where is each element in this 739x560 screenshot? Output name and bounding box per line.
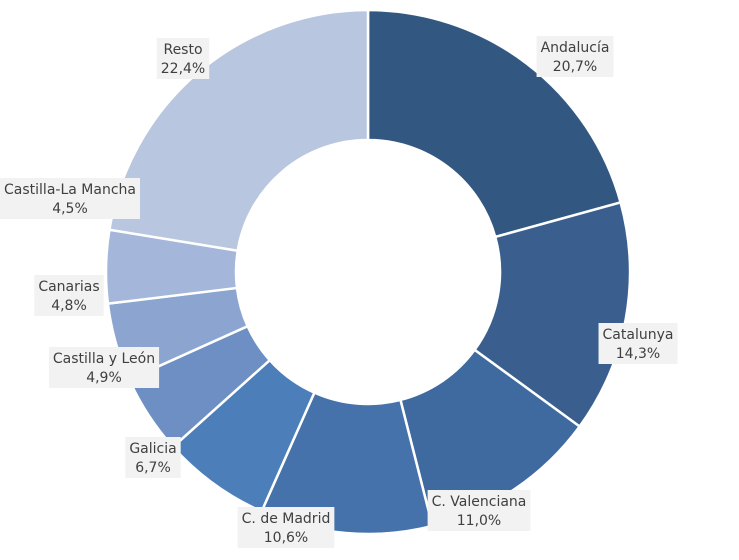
data-label-andalucia: Andalucía 20,7% — [536, 36, 614, 77]
slice-group — [104, 8, 632, 536]
slice-value-label: 11,0% — [457, 513, 501, 529]
slice-label: Andalucía — [541, 40, 610, 56]
data-label-box — [48, 347, 160, 388]
slice-label: C. Valenciana — [432, 494, 527, 510]
label-group: Andalucía 20,7% Catalunya 14,3% C. Valencian… — [0, 36, 678, 548]
slice-value-label: 22,4% — [161, 61, 205, 77]
data-label-castilla-la-mancha: Castilla-La Mancha 4,5% — [0, 178, 140, 219]
slice-value-label: 4,8% — [51, 298, 87, 314]
data-label-catalunya: Catalunya 14,3% — [598, 323, 678, 364]
data-label-c-valenciana: C. Valenciana 11,0% — [427, 490, 531, 531]
slice-catalunya — [472, 200, 632, 429]
data-label-box — [237, 507, 335, 548]
slice-value-label: 14,3% — [616, 346, 660, 362]
slice-label: Resto — [163, 42, 202, 58]
slice-value-label: 4,5% — [52, 201, 88, 217]
slice-value-label: 4,9% — [86, 370, 122, 386]
slice-label: Galicia — [129, 441, 176, 457]
data-label-canarias: Canarias 4,8% — [34, 275, 104, 316]
slice-value-label: 10,6% — [264, 530, 308, 546]
data-label-box — [0, 178, 140, 219]
slice-resto — [107, 8, 370, 253]
data-label-castilla-y-leon: Castilla y León 4,9% — [48, 347, 160, 388]
data-label-c-de-madrid: C. de Madrid 10,6% — [237, 507, 335, 548]
data-label-box — [34, 275, 104, 316]
slice-label: Castilla y León — [53, 351, 155, 367]
slice-label: Castilla-La Mancha — [4, 182, 136, 198]
slice-label: Catalunya — [603, 327, 674, 343]
data-label-box — [125, 437, 181, 478]
slice-value-label: 20,7% — [553, 59, 597, 75]
data-label-box — [156, 38, 210, 79]
data-label-galicia: Galicia 6,7% — [125, 437, 181, 478]
slice-label: C. de Madrid — [242, 511, 331, 527]
data-label-box — [598, 323, 678, 364]
data-label-box — [536, 36, 614, 77]
slice-value-label: 6,7% — [135, 460, 171, 476]
slice-andalucia — [366, 8, 623, 239]
data-label-box — [427, 490, 531, 531]
slice-label: Canarias — [38, 279, 99, 295]
data-label-resto: Resto 22,4% — [156, 38, 210, 79]
